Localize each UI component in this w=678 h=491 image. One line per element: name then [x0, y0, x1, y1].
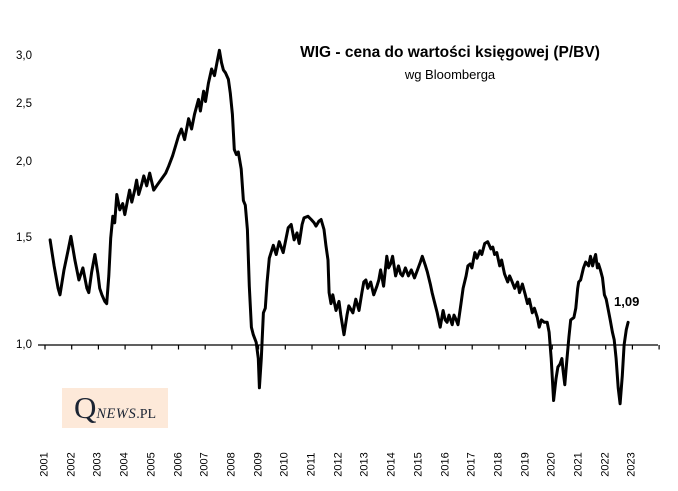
logo-news-text: NEWS [96, 406, 137, 422]
chart-title: WIG - cena do wartości księgowej (P/BV) [300, 44, 600, 61]
pbv-series-line [48, 48, 630, 406]
y-tick-label-1-0: 1,0 [16, 339, 32, 351]
y-tick-label-2-5: 2,5 [16, 97, 32, 110]
x-tick-label-2009: 2009 [252, 452, 265, 477]
last-value-label: 1,09 [614, 294, 640, 309]
x-tick-label-2017: 2017 [465, 452, 478, 477]
x-tick-label-2002: 2002 [65, 452, 78, 477]
x-tick-label-2016: 2016 [439, 452, 451, 477]
chart-subtitle: wg Bloomberga [404, 67, 496, 82]
x-tick-label-2008: 2008 [225, 452, 238, 477]
logo-letter-q: Q [73, 390, 97, 425]
x-tick-label-2012: 2012 [332, 452, 345, 477]
logo-pl-text: .PL [136, 407, 157, 422]
x-tick-label-2007: 2007 [198, 452, 211, 477]
x-tick-label-2014: 2014 [385, 452, 398, 477]
y-tick-label-2-0: 2,0 [16, 156, 32, 169]
y-tick-label-3-0: 3,0 [16, 49, 32, 62]
qnews-logo: Q NEWS .PL [62, 388, 168, 428]
x-tick-label-2023: 2023 [625, 452, 638, 477]
x-tick-label-2013: 2013 [358, 452, 371, 477]
x-tick-label-2010: 2010 [278, 452, 291, 477]
x-tick-label-2011: 2011 [305, 452, 318, 477]
y-tick-label-1-5: 1,5 [16, 232, 32, 245]
x-tick-label-2006: 2006 [172, 452, 184, 477]
x-tick-label-2020: 2020 [545, 452, 558, 477]
x-tick-label-2001: 2001 [38, 452, 51, 477]
x-tick-label-2019: 2019 [519, 452, 532, 477]
x-tick-label-2004: 2004 [118, 452, 131, 477]
x-tick-label-2022: 2022 [599, 452, 612, 477]
x-tick-label-2005: 2005 [145, 452, 158, 477]
x-tick-label-2003: 2003 [91, 452, 104, 477]
x-tick-label-2021: 2021 [572, 452, 585, 477]
x-tick-label-2018: 2018 [492, 452, 505, 477]
x-tick-label-2015: 2015 [412, 452, 425, 477]
